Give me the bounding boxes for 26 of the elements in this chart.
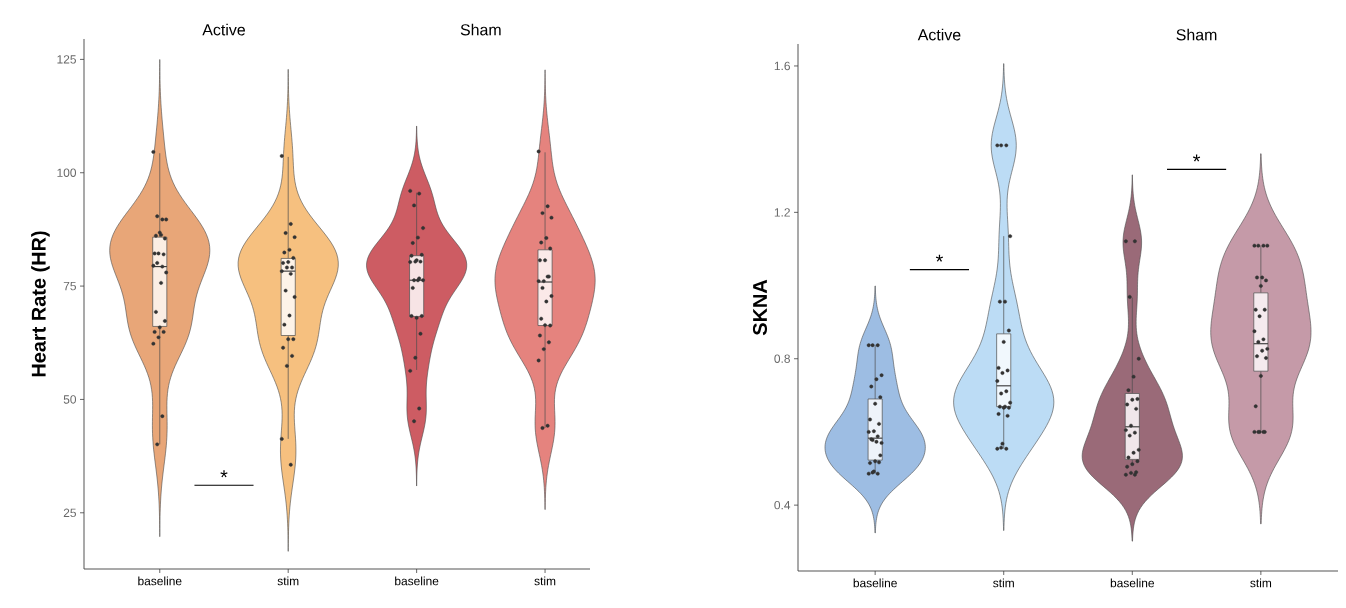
text: Active [202,23,245,36]
x-tick-label: baseline [138,576,182,586]
y-tick-label: 125 [57,55,76,64]
text: Active [917,28,961,41]
x-tick-label: stim [993,578,1014,588]
y-tick-label: 100 [57,168,77,177]
annotation: * [1193,154,1201,162]
y-tick-label: 0.4 [774,500,791,510]
x-tick-label: baseline [853,578,897,588]
x-tick-label: stim [1250,578,1272,588]
y-tick-label: 50 [63,395,77,404]
y-axis-title: Heart Rate (HR) [31,231,50,377]
x-tick-label: stim [534,576,556,586]
y-tick-label: 75 [63,281,76,291]
y-tick-label: 0.8 [774,354,790,363]
annotation: * [935,254,943,262]
text: Sham [460,23,501,36]
y-tick-label: 1.2 [774,208,790,217]
x-tick-label: baseline [395,576,439,586]
x-tick-label: stim [277,576,299,586]
y-tick-label: 1.6 [774,61,790,71]
y-axis-title: SKNA [752,279,768,336]
y-tick-label: 25 [63,508,76,518]
text: Sham [1176,28,1217,41]
x-tick-label: baseline [1110,578,1155,588]
annotation: * [220,470,228,478]
